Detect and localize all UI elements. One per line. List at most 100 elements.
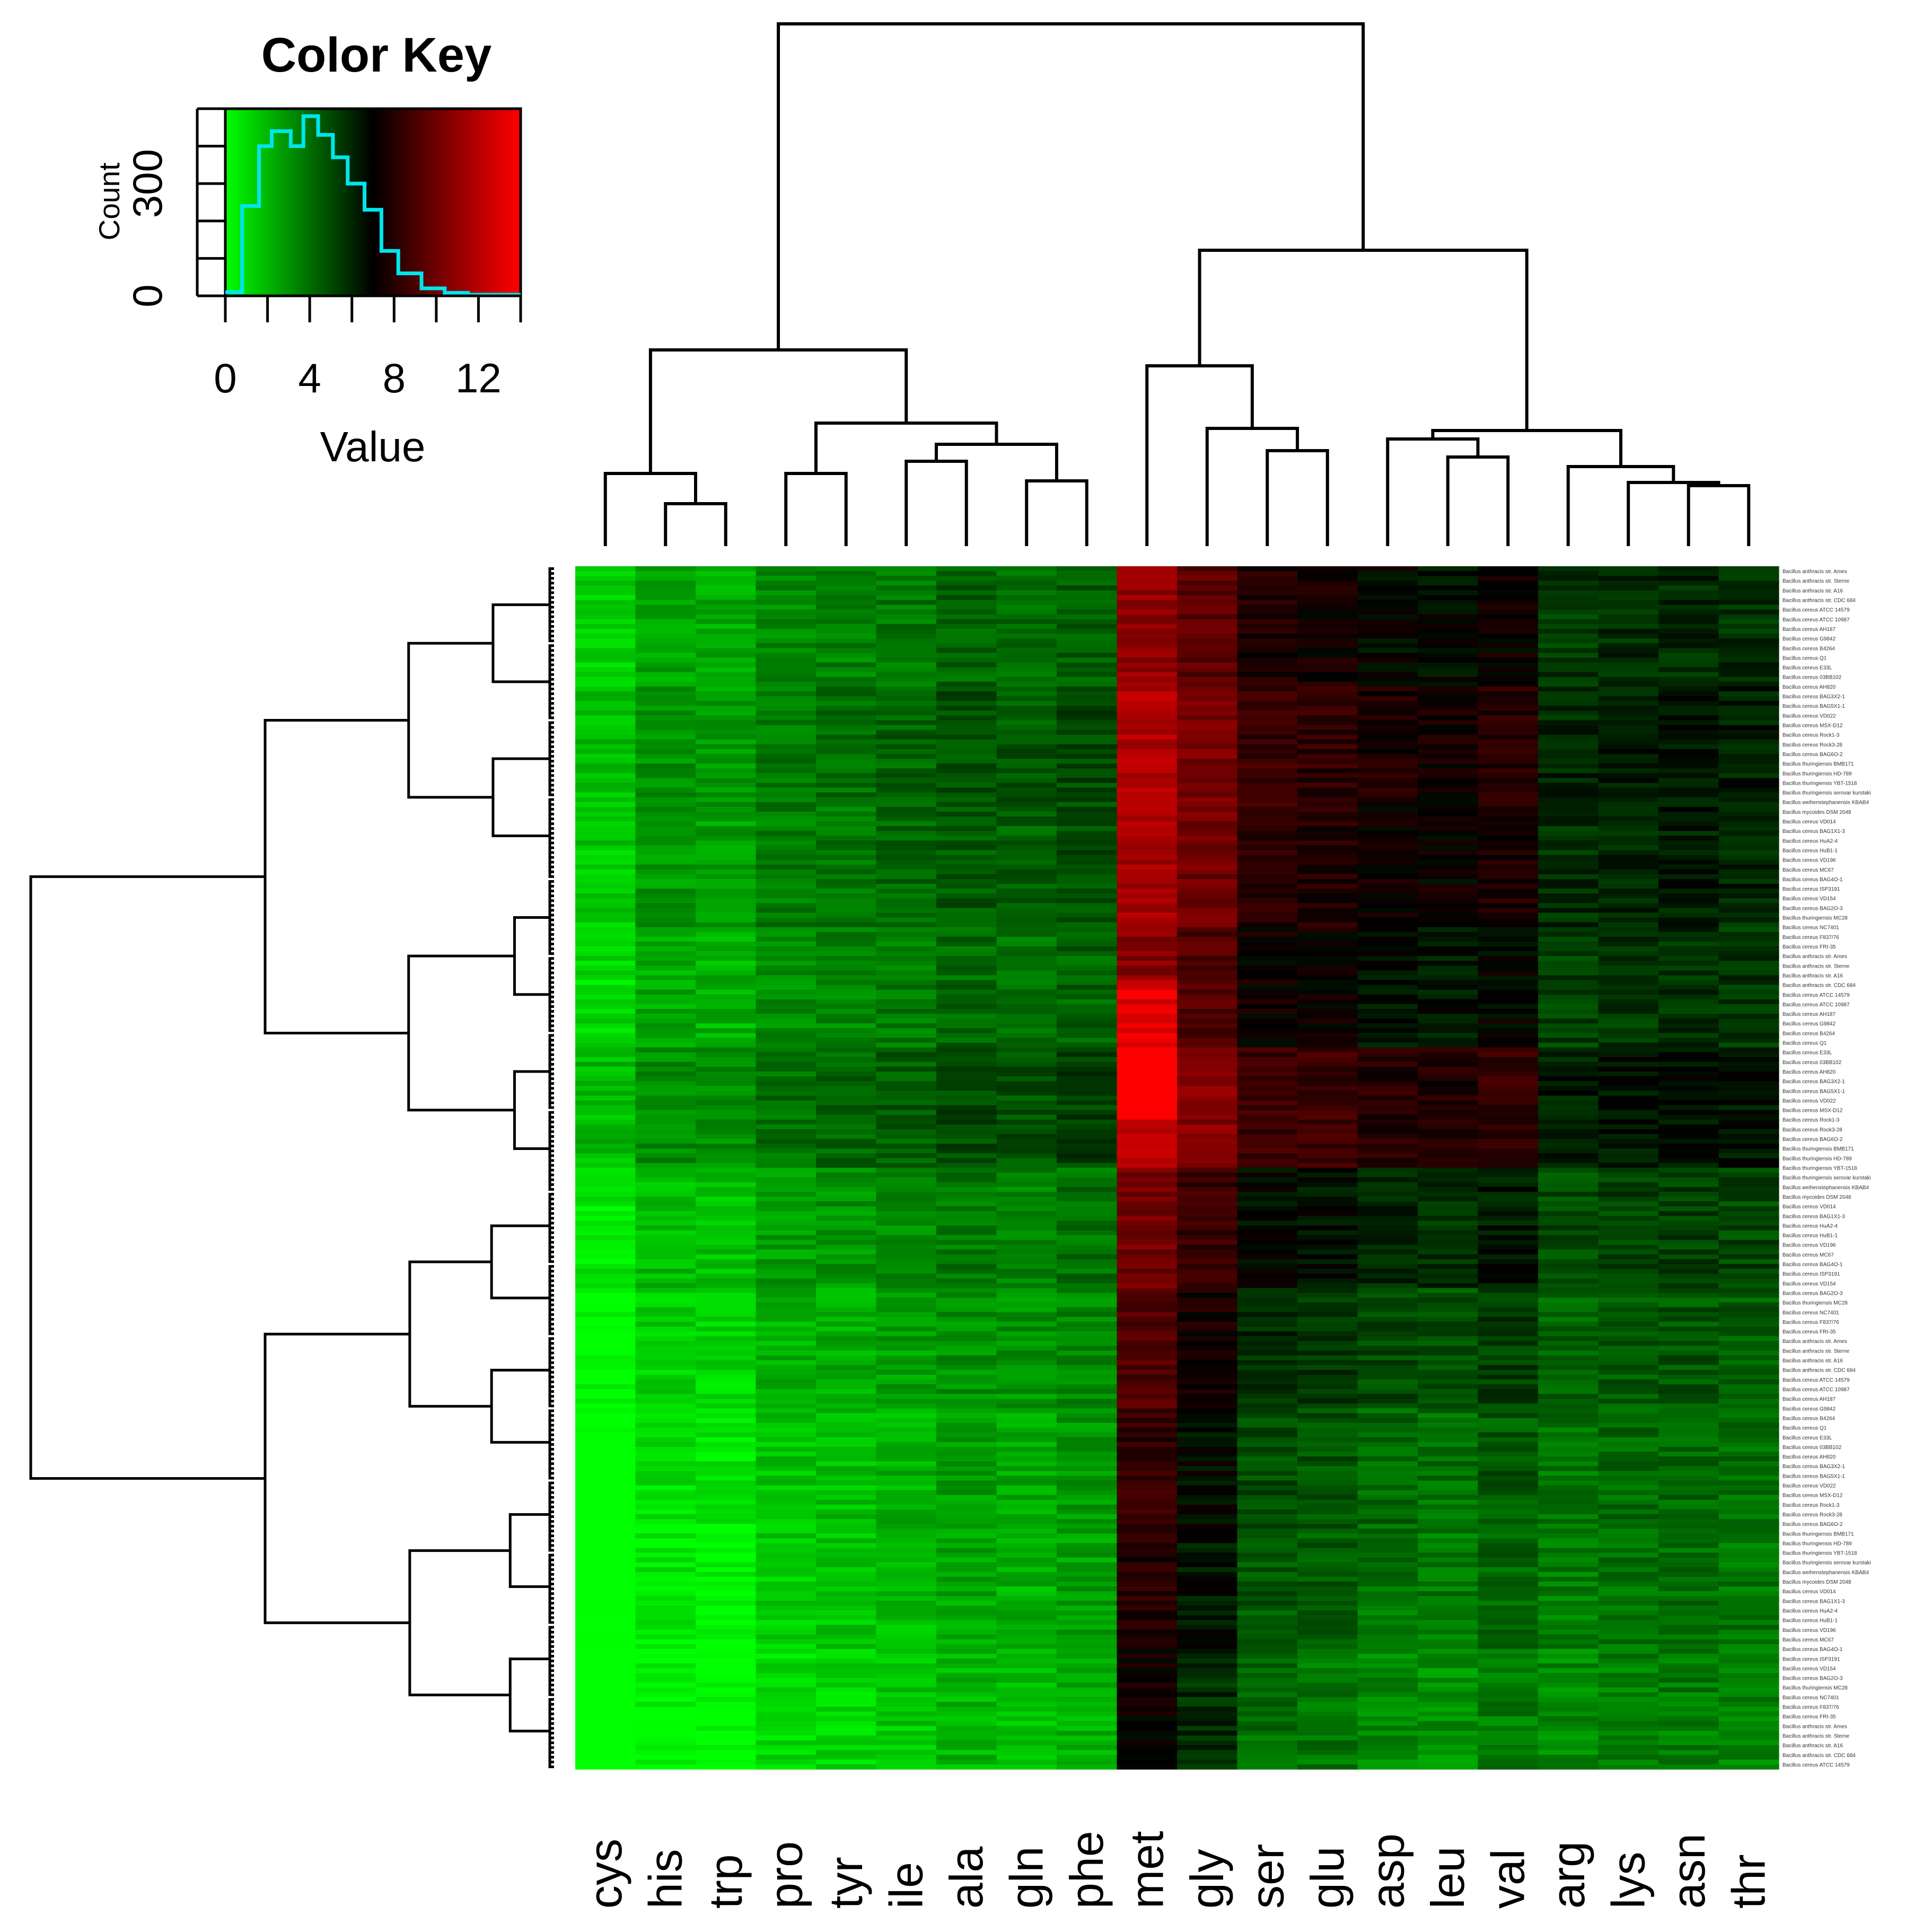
heatmap-cell	[1117, 1601, 1178, 1606]
heatmap-cell	[1478, 1384, 1539, 1390]
heatmap-cell	[1177, 1095, 1238, 1101]
heatmap-cell	[1057, 1269, 1118, 1274]
heatmap-cell	[1237, 1321, 1298, 1327]
heatmap-cell	[1598, 859, 1659, 865]
heatmap-cell	[1057, 1639, 1118, 1645]
heatmap-cell	[1057, 1432, 1118, 1438]
heatmap-cell	[756, 1408, 816, 1413]
heatmap-cell	[1237, 1119, 1298, 1125]
heatmap-cell	[1057, 585, 1118, 591]
heatmap-cell	[1418, 1124, 1479, 1130]
heatmap-cell	[575, 1692, 636, 1698]
row-dendrogram	[29, 567, 554, 1768]
heatmap-cell	[635, 1389, 696, 1394]
heatmap-cell	[1478, 985, 1539, 990]
heatmap-cell	[1297, 879, 1358, 884]
heatmap-cell	[876, 1259, 937, 1265]
heatmap-cell	[1057, 1596, 1118, 1601]
heatmap-cell	[1658, 927, 1719, 933]
heatmap-cell	[1237, 1571, 1298, 1577]
heatmap-cell	[1237, 1240, 1298, 1245]
heatmap-cell	[1117, 831, 1178, 836]
heatmap-cell	[1418, 927, 1479, 933]
heatmap-cell	[1057, 1403, 1118, 1409]
heatmap-cell	[1418, 1014, 1479, 1019]
heatmap-cell	[1177, 927, 1238, 933]
heatmap-cell	[996, 1654, 1057, 1659]
heatmap-cell	[1658, 753, 1719, 759]
heatmap-cell	[936, 628, 997, 634]
heatmap-cell	[696, 1654, 757, 1659]
color-key-xlabel: Value	[320, 423, 426, 470]
heatmap-cell	[1117, 1413, 1178, 1419]
heatmap-cell	[816, 585, 877, 591]
heatmap-cell	[1117, 1134, 1178, 1139]
heatmap-cell	[1418, 994, 1479, 1000]
heatmap-cell	[696, 1735, 757, 1741]
heatmap-cell	[1177, 1663, 1238, 1669]
heatmap-cell	[635, 1442, 696, 1447]
heatmap-cell	[756, 571, 816, 576]
heatmap-cell	[635, 759, 696, 764]
heatmap-cell	[1057, 1682, 1118, 1688]
heatmap-cell	[816, 1605, 877, 1611]
heatmap-cell	[1117, 662, 1178, 668]
heatmap-cell	[575, 1302, 636, 1308]
heatmap-cell	[1598, 1124, 1659, 1130]
heatmap-cell	[1357, 1038, 1418, 1043]
heatmap-cell	[936, 1254, 997, 1260]
heatmap-cell	[1357, 1418, 1418, 1424]
heatmap-cell	[1478, 1471, 1539, 1476]
heatmap-cell	[876, 831, 937, 836]
heatmap-cell	[1478, 797, 1539, 803]
heatmap-cell	[936, 1153, 997, 1158]
heatmap-cell	[996, 715, 1057, 721]
heatmap-cell	[936, 1086, 997, 1091]
heatmap-cell	[696, 1726, 757, 1731]
heatmap-cell	[1057, 1605, 1118, 1611]
heatmap-cell	[696, 1134, 757, 1139]
heatmap-cell	[936, 1394, 997, 1399]
heatmap-cell	[1177, 1008, 1238, 1014]
heatmap-cell	[1177, 1028, 1238, 1033]
heatmap-cell	[575, 1187, 636, 1192]
heatmap-cell	[1357, 898, 1418, 903]
heatmap-cell	[1297, 1504, 1358, 1510]
heatmap-cell	[1297, 1423, 1358, 1428]
heatmap-cell	[1538, 1538, 1599, 1544]
heatmap-cell	[816, 1091, 877, 1096]
heatmap-cell	[876, 681, 937, 687]
heatmap-cell	[1538, 1047, 1599, 1053]
heatmap-cell	[1538, 951, 1599, 956]
heatmap-cell	[1538, 1476, 1599, 1481]
heatmap-cell	[1598, 1687, 1659, 1693]
heatmap-cell	[876, 898, 937, 903]
heatmap-cell	[1177, 936, 1238, 942]
heatmap-cell	[1357, 1360, 1418, 1366]
heatmap-cell	[696, 1018, 757, 1024]
heatmap-cell	[1538, 850, 1599, 856]
heatmap-cell	[756, 1384, 816, 1390]
heatmap-cell	[936, 1750, 997, 1755]
heatmap-cell	[1418, 1220, 1479, 1226]
heatmap-cell	[1418, 1567, 1479, 1573]
heatmap-cell	[996, 922, 1057, 928]
heatmap-cell	[1057, 691, 1118, 697]
heatmap-cell	[1177, 1100, 1238, 1106]
heatmap-cell	[1357, 994, 1418, 1000]
heatmap-cell	[1177, 1163, 1238, 1169]
heatmap-cell	[876, 1081, 937, 1086]
heatmap-cell	[575, 1033, 636, 1039]
heatmap-cell	[1598, 1369, 1659, 1375]
heatmap-cell	[1598, 1071, 1659, 1077]
color-key-x-tick-label: 8	[383, 355, 406, 401]
heatmap-cell	[996, 1615, 1057, 1621]
heatmap-cell	[1658, 1509, 1719, 1515]
heatmap-cell	[1598, 989, 1659, 995]
heatmap-cell	[575, 1649, 636, 1654]
heatmap-cell	[1237, 677, 1298, 682]
heatmap-cell	[756, 715, 816, 721]
heatmap-cell	[696, 980, 757, 986]
heatmap-cell	[575, 1658, 636, 1664]
heatmap-cell	[756, 1057, 816, 1063]
